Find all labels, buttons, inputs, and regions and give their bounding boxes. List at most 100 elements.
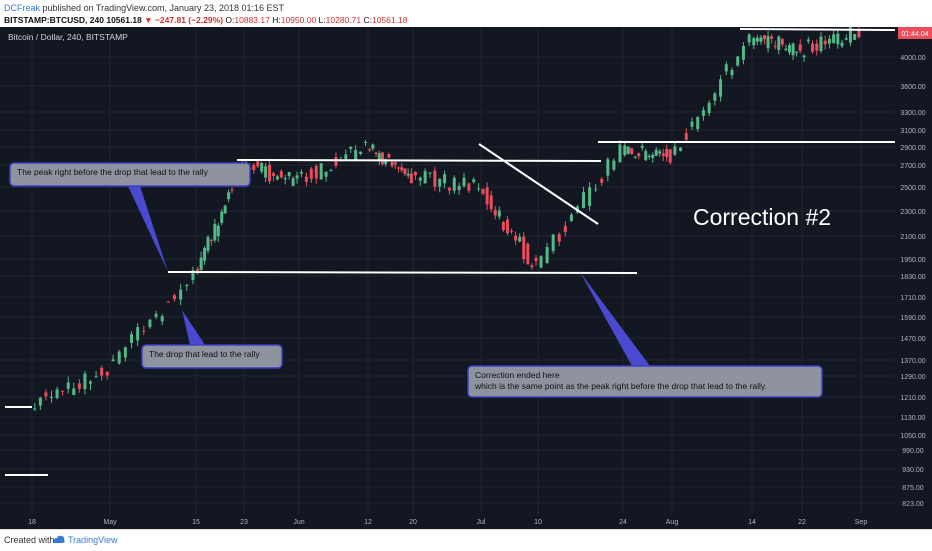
candle-body	[359, 151, 363, 154]
candle-body	[752, 38, 756, 46]
peak-callout-box	[9, 162, 251, 187]
candle-body	[644, 151, 648, 161]
candle-body	[295, 175, 299, 179]
candle-body	[154, 313, 158, 317]
drop-callout-text: The drop that lead to the rally	[149, 349, 260, 359]
candle-body	[654, 149, 658, 156]
y-tick-label: 1370.00	[900, 358, 925, 365]
candle-body	[612, 160, 616, 170]
candle-body	[314, 165, 318, 179]
candle-body	[55, 389, 59, 399]
candle-body	[736, 56, 740, 66]
candle-body	[223, 205, 227, 214]
candle-body	[637, 153, 641, 157]
candle-body	[545, 247, 549, 263]
candle-body	[811, 43, 815, 52]
candle-body	[462, 177, 466, 187]
candle-body	[111, 359, 115, 362]
x-tick-label: 20	[409, 519, 417, 526]
candle-body	[551, 234, 555, 252]
candle-body	[514, 235, 518, 241]
candle-body	[665, 148, 669, 158]
candle-body	[268, 164, 272, 182]
candle-body	[730, 69, 734, 76]
low-label: L:	[318, 15, 326, 25]
price-axis[interactable]	[895, 27, 932, 529]
candle-body	[354, 149, 358, 161]
candle-body	[569, 214, 573, 222]
candle-body	[802, 55, 806, 58]
candle-body	[72, 388, 76, 395]
candle-body	[299, 172, 303, 174]
candle-body	[100, 367, 104, 376]
candle-body	[819, 36, 823, 52]
drop-callout-box	[141, 344, 283, 369]
candle-body	[191, 270, 195, 281]
author-link[interactable]: DCFreak	[4, 3, 41, 13]
candle-body	[148, 319, 152, 328]
candle-body	[89, 381, 92, 384]
candle-body	[368, 149, 372, 151]
candle-body	[203, 247, 207, 261]
candle-body	[130, 334, 133, 343]
candle-body	[747, 34, 751, 43]
tradingview-link[interactable]: TradingView	[68, 535, 118, 545]
candle-body	[741, 45, 745, 60]
candle-body	[594, 188, 598, 190]
x-tick-label: 22	[798, 519, 806, 526]
candle-body	[763, 35, 766, 40]
correction-big-label: Correction #2	[693, 204, 831, 230]
symbol-line: BITSTAMP:BTCUSD, 240 10561.18 ▼ −247.81 …	[4, 15, 407, 25]
candle-body	[658, 151, 662, 154]
candle-body	[510, 230, 514, 232]
candle-body	[384, 159, 388, 165]
candle-body	[400, 167, 404, 171]
last-price-tag	[898, 27, 932, 39]
created-with-text: Created with	[4, 535, 55, 545]
high-value: 10950.00	[280, 15, 317, 25]
candle-body	[349, 146, 353, 149]
candle-body	[489, 195, 493, 210]
symbol-text: BITSTAMP:BTCUSD, 240	[4, 15, 104, 25]
candle-body	[364, 141, 368, 143]
candle-body	[433, 170, 437, 187]
candle-body	[719, 79, 723, 97]
candle-body	[630, 148, 634, 155]
chart-canvas[interactable]: The peak right before the drop that lead…	[0, 22, 932, 529]
candle-body	[651, 154, 655, 158]
candle-body	[260, 163, 264, 172]
candle-body	[784, 48, 788, 51]
candle-body	[827, 38, 831, 44]
candle-body	[679, 147, 683, 151]
candle-body	[142, 330, 146, 332]
y-tick-label: 2500.00	[900, 185, 925, 192]
chart-title: Bitcoin / Dollar, 240, BITSTAMP	[8, 32, 128, 42]
candle-body	[275, 176, 279, 180]
candle-body	[640, 145, 644, 148]
candle-body	[770, 36, 774, 39]
close-value: 10561.18	[371, 15, 408, 25]
candle-body	[485, 187, 489, 205]
candle-body	[673, 146, 677, 155]
candle-body	[105, 371, 109, 376]
candle-body	[836, 33, 840, 45]
price-chart[interactable]: The peak right before the drop that lead…	[0, 22, 932, 529]
candle-body	[185, 285, 189, 287]
down-arrow-icon: ▼	[144, 15, 153, 25]
time-axis[interactable]	[0, 514, 895, 529]
correction-callout-box	[467, 365, 823, 398]
candle-body	[213, 224, 217, 241]
y-tick-label: 2700.00	[900, 163, 925, 170]
correction-callout-text: Correction ended here	[475, 370, 560, 380]
close-label: C:	[363, 15, 372, 25]
peak-callout-pointer	[128, 186, 168, 272]
candle-body	[477, 188, 481, 190]
candle-body	[83, 373, 87, 390]
candle-body	[713, 93, 717, 101]
candle-body	[467, 183, 471, 191]
candle-body	[287, 172, 291, 177]
publish-line: DCFreak published on TradingView.com, Ja…	[4, 3, 284, 13]
trend-line	[478, 143, 599, 225]
candle-body	[497, 210, 501, 217]
candle-body	[66, 382, 70, 389]
